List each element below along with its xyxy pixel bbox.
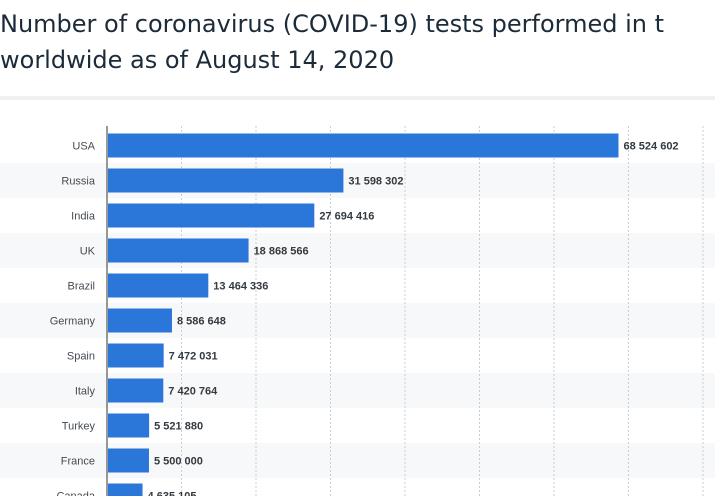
bar-usa[interactable] <box>108 133 619 158</box>
value-label: 8 586 648 <box>177 316 226 328</box>
chart-title-line-1: Number of coronavirus (COVID-19) tests p… <box>0 10 665 38</box>
bar-chart: USA Russia India UK Brazil Germany Spain Italy T… <box>0 126 715 496</box>
chart-title-line-2: worldwide as of August 14, 2020 <box>0 46 395 74</box>
title-divider <box>0 96 715 100</box>
bar-uk[interactable] <box>108 238 249 263</box>
category-label: Turkey <box>62 421 96 433</box>
value-label: 27 694 416 <box>319 211 374 223</box>
category-label: Russia <box>61 176 96 188</box>
value-labels: 68 524 602 31 598 302 27 694 416 18 868 566… <box>148 141 679 496</box>
category-label: Canada <box>56 491 95 496</box>
category-label: Italy <box>75 386 96 398</box>
category-label: Spain <box>67 351 95 363</box>
bar-italy[interactable] <box>108 378 164 403</box>
bar-russia[interactable] <box>108 168 344 193</box>
value-label: 5 500 000 <box>154 456 203 468</box>
bars <box>108 133 619 496</box>
bar-turkey[interactable] <box>108 413 150 438</box>
bar-india[interactable] <box>108 203 315 228</box>
value-label: 31 598 302 <box>348 176 403 188</box>
bar-france[interactable] <box>108 448 149 473</box>
bar-spain[interactable] <box>108 343 164 368</box>
value-label: 68 524 602 <box>624 141 679 153</box>
category-label: USA <box>72 141 95 153</box>
value-label: 7 420 764 <box>168 386 218 398</box>
value-label: 7 472 031 <box>169 351 218 363</box>
category-label: India <box>71 211 96 223</box>
value-label: 18 868 566 <box>254 246 309 258</box>
category-label: Brazil <box>67 281 95 293</box>
category-label: UK <box>80 246 96 258</box>
category-label: Germany <box>50 316 96 328</box>
category-labels: USA Russia India UK Brazil Germany Spain Italy T… <box>50 141 96 496</box>
bar-germany[interactable] <box>108 308 172 333</box>
value-label: 13 464 336 <box>213 281 268 293</box>
bar-brazil[interactable] <box>108 273 209 298</box>
value-label: 4 635 105 <box>148 491 197 496</box>
category-label: France <box>61 456 95 468</box>
value-label: 5 521 880 <box>154 421 203 433</box>
bar-canada[interactable] <box>108 483 143 496</box>
chart-title: Number of coronavirus (COVID-19) tests p… <box>0 6 715 78</box>
